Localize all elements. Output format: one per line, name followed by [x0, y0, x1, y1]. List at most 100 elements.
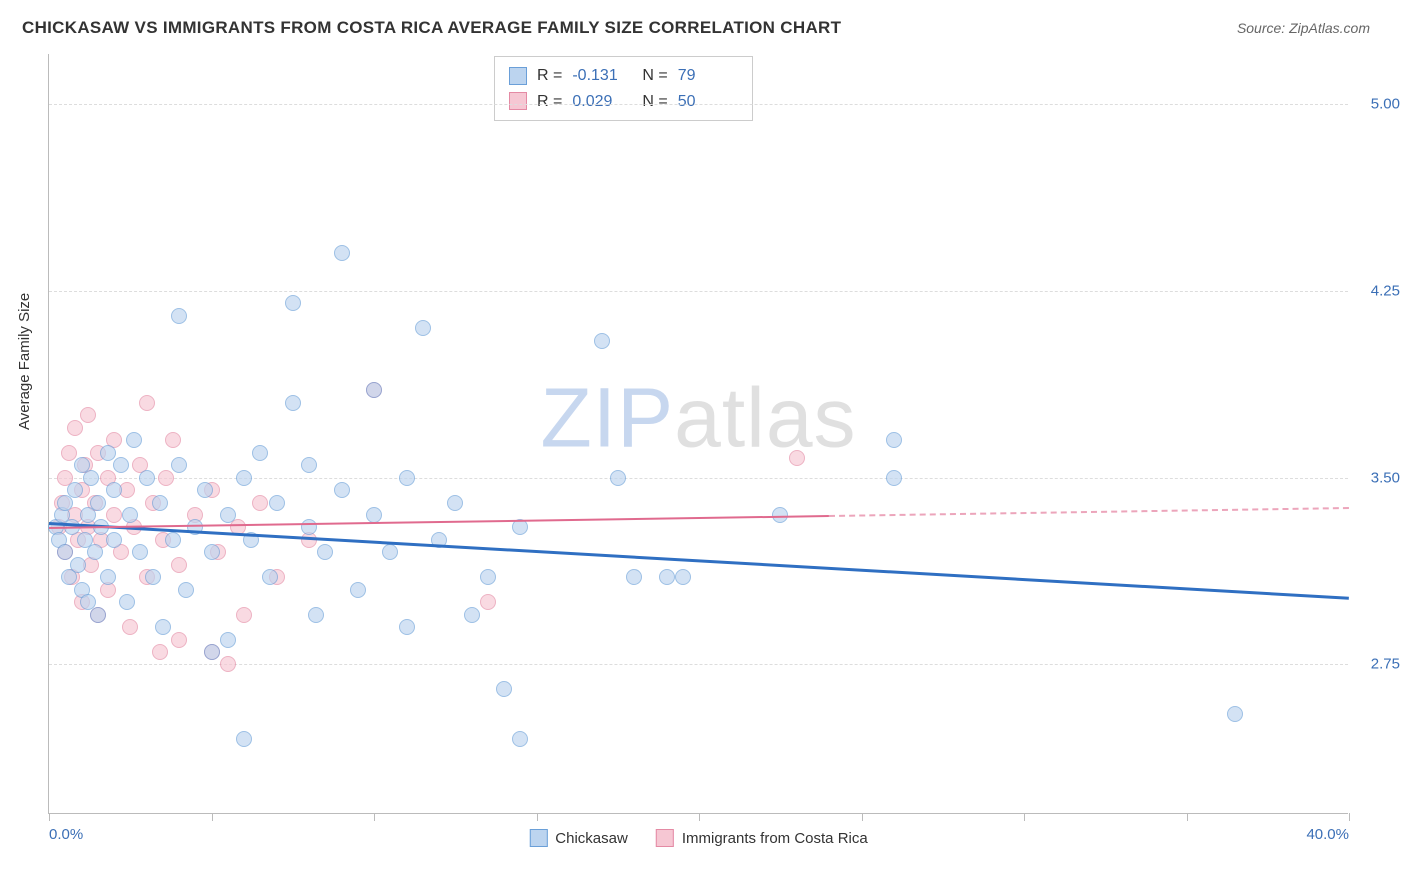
data-point [447, 495, 463, 511]
data-point [122, 507, 138, 523]
data-point [464, 607, 480, 623]
source-attribution: Source: ZipAtlas.com [1237, 20, 1370, 36]
data-point [171, 308, 187, 324]
trend-line [49, 515, 829, 529]
data-point [152, 644, 168, 660]
n-label: N = [642, 63, 667, 89]
data-point [399, 470, 415, 486]
x-tick-label: 40.0% [1306, 826, 1349, 843]
data-point [100, 569, 116, 585]
data-point [886, 470, 902, 486]
grid-line [49, 291, 1348, 292]
data-point [626, 569, 642, 585]
grid-line [49, 664, 1348, 665]
n-value: 50 [678, 89, 738, 115]
data-point [366, 507, 382, 523]
data-point [252, 495, 268, 511]
data-point [1227, 706, 1243, 722]
data-point [165, 532, 181, 548]
x-tick [212, 813, 213, 821]
x-tick [1187, 813, 1188, 821]
r-value: -0.131 [572, 63, 632, 89]
scatter-chart: ZIPatlas R =-0.131N =79R =0.029N =50 Chi… [48, 54, 1348, 814]
data-point [285, 295, 301, 311]
data-point [301, 519, 317, 535]
data-point [252, 445, 268, 461]
y-tick-label: 3.50 [1371, 469, 1400, 486]
legend-label: Immigrants from Costa Rica [682, 830, 868, 847]
data-point [158, 470, 174, 486]
data-point [886, 432, 902, 448]
r-value: 0.029 [572, 89, 632, 115]
legend-swatch [509, 92, 527, 110]
data-point [90, 495, 106, 511]
data-point [197, 482, 213, 498]
data-point [139, 395, 155, 411]
legend-item: Immigrants from Costa Rica [656, 829, 868, 847]
data-point [70, 557, 86, 573]
legend-swatch [656, 829, 674, 847]
data-point [106, 482, 122, 498]
data-point [106, 532, 122, 548]
data-point [145, 569, 161, 585]
data-point [67, 420, 83, 436]
data-point [659, 569, 675, 585]
data-point [399, 619, 415, 635]
n-value: 79 [678, 63, 738, 89]
data-point [139, 470, 155, 486]
data-point [83, 470, 99, 486]
x-tick [537, 813, 538, 821]
legend-swatch [529, 829, 547, 847]
legend-row: R =-0.131N =79 [509, 63, 738, 89]
data-point [220, 656, 236, 672]
data-point [204, 544, 220, 560]
data-point [106, 507, 122, 523]
x-tick [862, 813, 863, 821]
data-point [220, 632, 236, 648]
data-point [90, 607, 106, 623]
y-tick-label: 5.00 [1371, 95, 1400, 112]
legend-swatch [509, 67, 527, 85]
x-tick [1349, 813, 1350, 821]
data-point [155, 619, 171, 635]
data-point [350, 582, 366, 598]
data-point [285, 395, 301, 411]
legend-item: Chickasaw [529, 829, 628, 847]
data-point [119, 594, 135, 610]
data-point [301, 457, 317, 473]
chart-title: CHICKASAW VS IMMIGRANTS FROM COSTA RICA … [22, 18, 841, 38]
correlation-legend: R =-0.131N =79R =0.029N =50 [494, 56, 753, 121]
data-point [789, 450, 805, 466]
x-tick [699, 813, 700, 821]
legend-row: R =0.029N =50 [509, 89, 738, 115]
data-point [480, 594, 496, 610]
data-point [113, 457, 129, 473]
data-point [152, 495, 168, 511]
data-point [262, 569, 278, 585]
y-axis-label: Average Family Size [16, 293, 33, 430]
data-point [675, 569, 691, 585]
data-point [80, 407, 96, 423]
data-point [308, 607, 324, 623]
data-point [236, 470, 252, 486]
trend-line [829, 507, 1349, 517]
data-point [366, 382, 382, 398]
n-label: N = [642, 89, 667, 115]
watermark: ZIPatlas [540, 370, 856, 467]
data-point [204, 644, 220, 660]
data-point [334, 482, 350, 498]
y-tick-label: 2.75 [1371, 656, 1400, 673]
data-point [480, 569, 496, 585]
data-point [236, 731, 252, 747]
data-point [220, 507, 236, 523]
y-tick-label: 4.25 [1371, 282, 1400, 299]
data-point [61, 445, 77, 461]
x-tick [1024, 813, 1025, 821]
data-point [512, 731, 528, 747]
data-point [171, 632, 187, 648]
trend-line [49, 522, 1349, 599]
x-tick [49, 813, 50, 821]
data-point [610, 470, 626, 486]
data-point [57, 544, 73, 560]
data-point [496, 681, 512, 697]
